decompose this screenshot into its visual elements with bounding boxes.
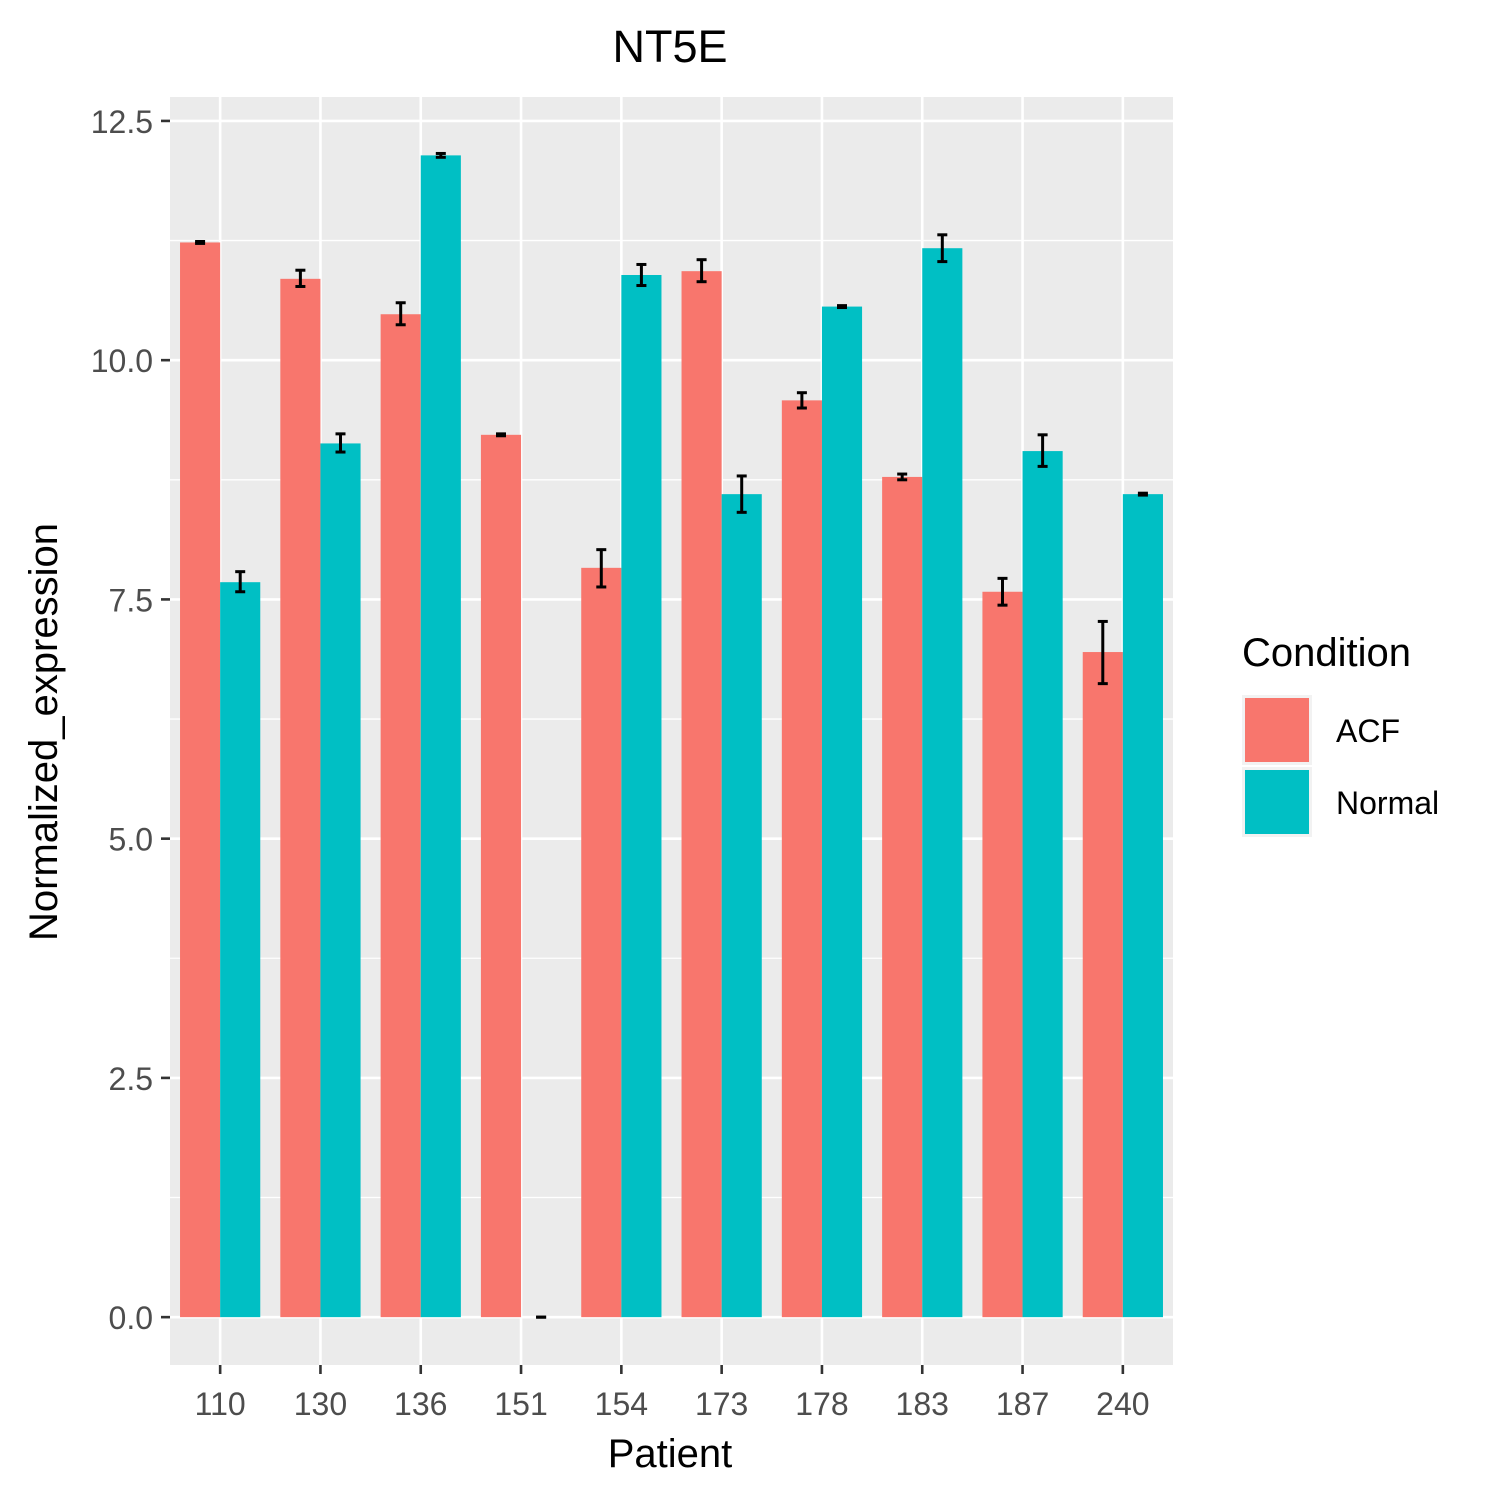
bar-normal-173 [721,494,762,1318]
y-tick-label: 0.0 [109,1300,153,1336]
error-bar-normal-183 [937,233,948,264]
y-axis-label: Normalized_expression [22,523,66,941]
x-tick-label: 178 [795,1386,848,1422]
legend-label-normal: Normal [1336,785,1439,821]
bar-acf-130 [280,278,321,1318]
bar-normal-130 [320,443,361,1318]
bar-acf-110 [180,242,221,1318]
x-tick-label: 151 [494,1386,547,1422]
error-bar-acf-173 [696,258,707,284]
y-tick-label: 5.0 [109,822,153,858]
chart-title: NT5E [612,21,727,72]
x-tick-label: 183 [896,1386,949,1422]
x-tick-label: 187 [996,1386,1049,1422]
error-bar-normal-136 [435,151,446,159]
legend-title: Condition [1242,631,1411,675]
error-bar-acf-136 [395,301,406,327]
bar-normal-110 [220,582,261,1318]
bar-normal-136 [420,155,461,1318]
x-tick-label: 154 [595,1386,648,1422]
legend-swatch-normal [1245,770,1309,834]
error-bar-acf-151 [495,432,506,438]
bar-acf-151 [480,434,522,1318]
bar-acf-187 [982,591,1023,1318]
y-tick-label: 10.0 [91,343,153,379]
error-bar-normal-187 [1037,433,1048,468]
bar-acf-154 [581,567,622,1318]
x-tick-label: 110 [195,1386,246,1422]
error-bar-normal-240 [1137,491,1148,497]
error-bar-normal-110 [235,570,246,594]
x-tick-label: 173 [695,1386,748,1422]
bar-normal-154 [621,274,662,1318]
y-tick-label: 7.5 [109,582,153,618]
error-bar-normal-173 [736,474,747,514]
error-bar-acf-183 [897,472,908,482]
bar-acf-178 [781,400,822,1318]
error-bar-acf-178 [796,391,807,410]
legend-swatch-acf [1245,698,1309,762]
error-bar-normal-154 [636,262,647,288]
bar-acf-240 [1082,652,1123,1318]
error-bar-acf-154 [596,548,607,589]
error-bar-acf-187 [997,576,1008,607]
x-tick-label: 130 [294,1386,347,1422]
bar-normal-178 [821,306,863,1318]
error-bar-acf-130 [295,268,306,288]
legend-label-acf: ACF [1336,713,1400,749]
bar-acf-173 [681,271,722,1318]
bar-acf-183 [882,476,923,1318]
x-axis-label: Patient [608,1432,733,1476]
y-tick-label: 2.5 [109,1061,153,1097]
x-tick-label: 136 [394,1386,447,1422]
error-bar-normal-178 [837,304,848,310]
y-tick-label: 12.5 [91,104,153,140]
error-bar-acf-240 [1097,619,1108,686]
error-bar-acf-110 [195,240,206,245]
error-bar-normal-130 [335,432,346,454]
bar-normal-183 [922,248,963,1318]
x-tick-label: 240 [1096,1386,1149,1422]
bar-acf-136 [380,314,421,1318]
bar-normal-240 [1122,494,1163,1318]
bar-normal-187 [1022,451,1063,1318]
